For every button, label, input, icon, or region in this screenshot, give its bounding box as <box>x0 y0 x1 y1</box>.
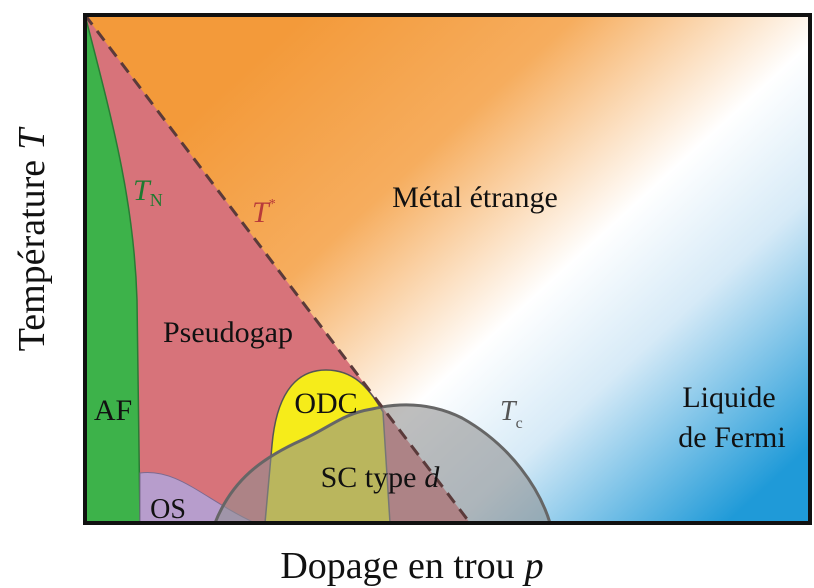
x-label-text: Dopage en trou <box>280 545 514 587</box>
af-label: AF <box>94 394 132 427</box>
t-c-subscript: c <box>516 415 523 432</box>
strange-metal-label: Métal étrange <box>392 181 558 214</box>
t-star-label: T* <box>252 196 276 229</box>
sc-dome <box>213 403 552 523</box>
t-c-label: Tc <box>500 396 523 432</box>
t-n-subscript: N <box>150 190 163 210</box>
fermi-liquid-line-1: Liquide <box>682 381 775 414</box>
x-label-symbol: p <box>522 545 544 587</box>
odc-label: ODC <box>294 387 357 420</box>
t-star-line <box>85 15 472 523</box>
pseudogap-region <box>85 15 470 523</box>
t-n-symbol: T <box>133 174 152 207</box>
frame <box>83 13 812 525</box>
sc-label: SC type d <box>321 461 441 494</box>
y-axis-label: Température T <box>11 126 53 351</box>
x-axis-label: Dopage en trou p <box>280 545 543 587</box>
y-label-text: Température <box>11 160 53 351</box>
t-n-label: TN <box>133 174 163 210</box>
t-star-superscript: * <box>269 197 276 212</box>
fermi-liquid-line-2: de Fermi <box>678 421 785 454</box>
sc-text: SC type <box>321 461 417 494</box>
t-c-symbol: T <box>500 396 518 427</box>
os-label: OS <box>150 494 186 525</box>
sc-symbol: d <box>424 461 440 494</box>
t-star-symbol: T <box>252 196 271 229</box>
y-label-symbol: T <box>11 126 53 150</box>
pseudogap-label: Pseudogap <box>163 316 293 349</box>
af-region <box>85 15 141 523</box>
